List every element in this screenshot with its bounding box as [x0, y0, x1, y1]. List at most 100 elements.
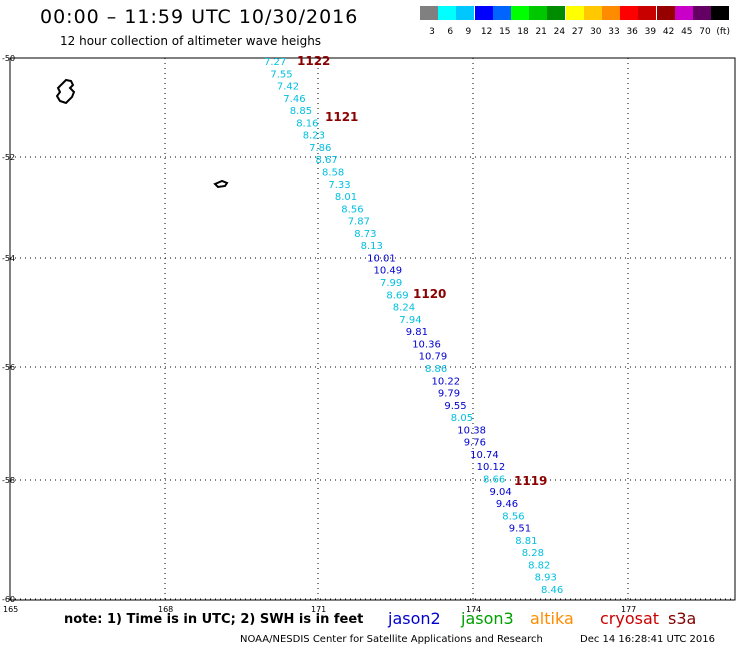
color-scale-label: 39	[644, 27, 657, 37]
wave-height-value: 8.86	[425, 364, 447, 375]
wave-height-value: 7.46	[283, 94, 305, 105]
satellite-name: altika	[530, 609, 574, 628]
color-swatch	[638, 6, 657, 20]
credit-line: NOAA/NESDIS Center for Satellite Applica…	[240, 634, 543, 645]
map-frame	[9, 57, 736, 601]
color-swatch	[620, 6, 639, 20]
wave-height-value: 7.55	[270, 69, 292, 80]
wave-height-value: 10.49	[374, 266, 403, 277]
wave-height-value: 7.87	[348, 217, 370, 228]
wave-height-value: 7.27	[264, 57, 286, 68]
color-swatch	[674, 6, 693, 20]
satellite-name: jason2	[388, 609, 441, 628]
satellite-name: s3a	[668, 609, 697, 628]
wave-height-value: 10.12	[477, 462, 506, 473]
wave-height-value: 9.81	[406, 327, 428, 338]
color-scale-label: 21	[535, 27, 547, 37]
color-scale-label: 70	[699, 27, 711, 37]
color-scale-label: 3	[429, 27, 435, 37]
color-swatch	[420, 6, 438, 20]
color-swatch	[583, 6, 602, 20]
pass-time-label: 1120	[413, 287, 446, 301]
island-shape-small	[213, 179, 229, 189]
wave-height-value: 8.56	[502, 511, 524, 522]
satellite-name: cryosat	[600, 609, 660, 628]
wave-height-value: 8.58	[322, 168, 344, 179]
islands	[55, 78, 229, 189]
wave-height-value: 10.36	[412, 339, 441, 350]
wave-height-value: 8.16	[296, 118, 318, 129]
wave-height-value: 10.79	[419, 352, 448, 363]
wave-height-value: 8.46	[541, 585, 563, 596]
wave-height-value: 10.01	[367, 254, 396, 265]
wave-height-value: 7.86	[309, 143, 331, 154]
latitude-label: -50	[2, 54, 15, 63]
color-swatch	[547, 6, 566, 20]
latitude-label: -56	[2, 363, 15, 372]
wave-height-value: 7.33	[328, 180, 350, 191]
color-scale-label: 45	[681, 27, 693, 37]
wave-height-value: 8.56	[341, 204, 363, 215]
color-swatch	[711, 6, 730, 20]
pass-time-label: 1121	[325, 110, 358, 124]
latitude-label: -54	[2, 254, 15, 263]
wave-height-value: 9.46	[496, 499, 518, 510]
color-swatch	[565, 6, 584, 20]
wave-height-value: 8.81	[515, 536, 537, 547]
color-swatch	[602, 6, 620, 20]
color-swatch	[492, 6, 511, 20]
color-scale-label: 30	[590, 27, 602, 37]
wave-height-value: 8.24	[393, 303, 415, 314]
color-swatch	[474, 6, 493, 20]
wave-height-value: 7.42	[277, 82, 299, 93]
pass-time-labels: 1122 1121 1120 1119	[297, 54, 547, 488]
longitude-label: 168	[158, 605, 173, 614]
color-scale-label: 9	[465, 27, 472, 37]
color-swatch	[656, 6, 675, 20]
color-scale-label: 33	[608, 27, 620, 37]
wave-height-value: 10.74	[470, 450, 499, 461]
generation-timestamp: Dec 14 16:28:41 UTC 2016	[580, 634, 715, 645]
wave-height-value: 8.28	[522, 548, 544, 559]
wave-height-value: 9.55	[444, 401, 466, 412]
longitude-label: 165	[3, 605, 18, 614]
wave-height-value: 8.05	[451, 413, 473, 424]
page-subtitle: 12 hour collection of altimeter wave hei…	[60, 34, 322, 48]
color-scale-label: 27	[571, 27, 584, 37]
wave-height-value: 9.76	[464, 438, 486, 449]
wave-height-value: 7.94	[399, 315, 421, 326]
wave-height-value: 8.93	[535, 573, 557, 584]
color-swatch	[693, 6, 711, 20]
wave-height-value: 8.73	[354, 229, 376, 240]
latitude-label: -60	[2, 595, 15, 604]
longitude-label: 174	[466, 605, 481, 614]
color-scale-label: 12	[480, 27, 493, 37]
wave-height-value: 8.85	[290, 106, 312, 117]
color-swatch	[529, 6, 548, 20]
color-swatch	[438, 6, 457, 20]
wave-height-value: 8.13	[361, 241, 383, 252]
latitude-label: -58	[2, 476, 15, 485]
wave-height-value: 9.04	[490, 487, 512, 498]
wave-height-value: 7.99	[380, 278, 402, 289]
wave-height-value: 9.51	[509, 524, 531, 535]
color-swatch	[456, 6, 475, 20]
wave-height-value: 10.22	[432, 376, 461, 387]
color-scale-label: 42	[662, 27, 675, 37]
wave-height-value: 10.38	[457, 425, 486, 436]
latitude-label: -52	[2, 153, 15, 162]
pass-time-label: 1122	[297, 54, 330, 68]
color-scale-label: (ft)	[716, 27, 730, 37]
color-scale-label: 24	[553, 27, 566, 37]
wave-height-value: 8.66	[483, 475, 505, 486]
color-swatch	[511, 6, 529, 20]
wave-height-value: 8.01	[335, 192, 357, 203]
color-scale-label: 6	[447, 27, 454, 37]
satellite-name: jason3	[461, 609, 514, 628]
page-title: 00:00 – 11:59 UTC 10/30/2016	[40, 6, 359, 28]
footnote: note: 1) Time is in UTC; 2) SWH is in fe…	[64, 612, 364, 627]
wave-height-track: 7.277.55 7.427.468.858.16 8.237.868.67 8.58…	[264, 57, 563, 596]
wave-height-value: 8.23	[303, 131, 325, 142]
color-scale-label: 18	[517, 27, 529, 37]
